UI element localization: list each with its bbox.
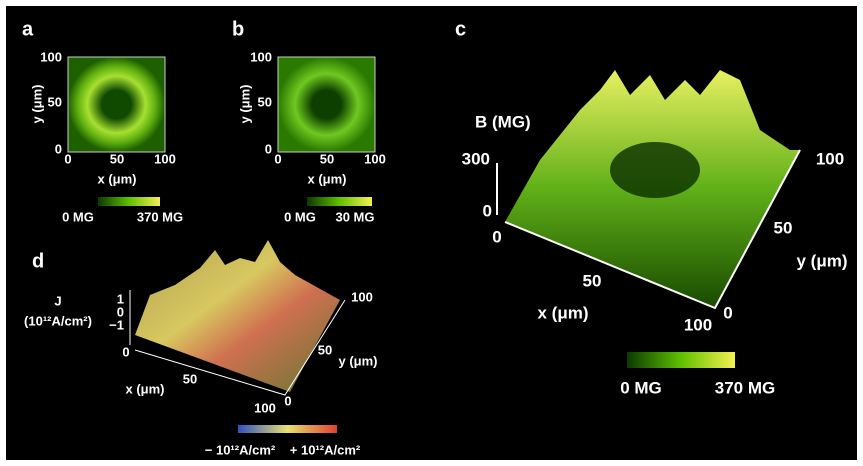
axis-label: y (μm) [29, 84, 44, 123]
tick: 50 [110, 151, 124, 166]
image [278, 57, 375, 152]
tick: −1 [109, 317, 124, 332]
tick: 50 [774, 218, 793, 237]
tick: 100 [250, 49, 272, 64]
colorbar [627, 352, 735, 368]
colorbar [307, 197, 372, 206]
axis-label: y (μm) [237, 84, 252, 123]
colorbar-label: 370 MG [715, 378, 775, 397]
colorbar-label: + 10¹²A/cm² [290, 442, 361, 457]
colorbar-label: 30 MG [335, 209, 374, 224]
tick: 0 [64, 151, 71, 166]
tick: 100 [684, 315, 712, 334]
tick: 50 [320, 151, 334, 166]
tick: 100 [364, 151, 386, 166]
colorbar-label: 0 MG [284, 209, 316, 224]
tick: 50 [583, 271, 602, 290]
axis-label: B (MG) [475, 112, 531, 131]
tick: 0 [265, 141, 272, 156]
axis-label: (10¹²A/cm²) [24, 313, 92, 328]
tick: 100 [154, 151, 176, 166]
colorbar [98, 197, 160, 206]
tick: 0 [274, 151, 281, 166]
tick: 100 [40, 49, 62, 64]
tick: 300 [462, 149, 490, 168]
panel-label: c [455, 18, 466, 40]
axis-label: x (μm) [97, 171, 136, 186]
tick: 0 [492, 227, 501, 246]
tick: 0 [483, 201, 492, 220]
tick: 50 [183, 371, 197, 386]
tick: 100 [816, 149, 844, 168]
axis-label: x (μm) [307, 171, 346, 186]
image [68, 57, 165, 152]
colorbar-label: 370 MG [137, 209, 183, 224]
tick: 0 [55, 141, 62, 156]
colorbar-label: − 10¹²A/cm² [205, 442, 276, 457]
tick: 100 [351, 289, 373, 304]
panel-label: a [22, 18, 34, 40]
figure: a 100 50 0 0 50 100 y (μm) x (μm) 0 MG 3… [0, 0, 863, 466]
axis-label: J [54, 293, 61, 308]
axis-label: y (μm) [796, 251, 847, 270]
colorbar [238, 425, 337, 433]
panel-label: b [232, 18, 244, 40]
tick: 0 [723, 303, 732, 322]
tick: 0 [122, 344, 129, 359]
panel-label: d [32, 250, 44, 272]
tick: 50 [48, 94, 62, 109]
axis-label: y (μm) [338, 353, 377, 368]
tick: 100 [254, 400, 276, 415]
colorbar-label: 0 MG [620, 378, 662, 397]
tick: 0 [284, 393, 291, 408]
tick: 50 [318, 342, 332, 357]
axis-label: x (μm) [537, 303, 588, 322]
colorbar-label: 0 MG [62, 209, 94, 224]
surface-hole [610, 142, 700, 198]
tick: 50 [258, 94, 272, 109]
axis-label: x (μm) [125, 381, 164, 396]
